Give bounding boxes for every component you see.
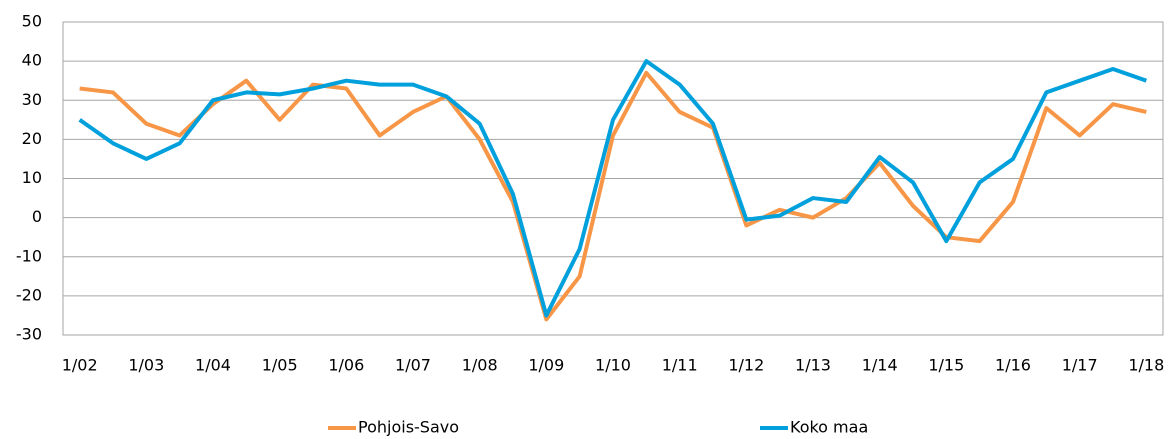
- x-tick-label: 1/04: [195, 356, 231, 375]
- series-line: [79, 70, 1147, 322]
- y-tick-label: -30: [16, 325, 42, 344]
- x-tick-label: 1/14: [862, 356, 898, 375]
- legend-label: Koko maa: [790, 418, 868, 437]
- x-tick-label: 1/16: [995, 356, 1031, 375]
- x-tick-label: 1/03: [128, 356, 164, 375]
- x-tick-label: 1/13: [795, 356, 831, 375]
- series-line: [78, 59, 1147, 318]
- x-tick-label: 1/10: [595, 356, 631, 375]
- x-tick-label: 1/05: [262, 356, 298, 375]
- y-tick-label: 20: [22, 129, 42, 148]
- x-tick-label: 1/17: [1062, 356, 1098, 375]
- x-tick-label: 1/08: [462, 356, 498, 375]
- x-tick-label: 1/18: [1128, 356, 1164, 375]
- y-tick-label: 10: [22, 168, 42, 187]
- x-tick-label: 1/11: [662, 356, 698, 375]
- y-tick-label: 50: [22, 12, 42, 31]
- y-tick-label: -10: [16, 246, 42, 265]
- legend-label: Pohjois-Savo: [358, 418, 459, 437]
- x-tick-label: 1/07: [395, 356, 431, 375]
- y-tick-label: 40: [22, 51, 42, 70]
- x-tick-label: 1/06: [328, 356, 364, 375]
- x-tick-label: 1/02: [62, 356, 98, 375]
- y-tick-label: -20: [16, 285, 42, 304]
- x-tick-label: 1/15: [928, 356, 964, 375]
- x-tick-label: 1/12: [728, 356, 764, 375]
- y-tick-label: 0: [32, 207, 42, 226]
- x-tick-label: 1/09: [528, 356, 564, 375]
- y-tick-label: 30: [22, 90, 42, 109]
